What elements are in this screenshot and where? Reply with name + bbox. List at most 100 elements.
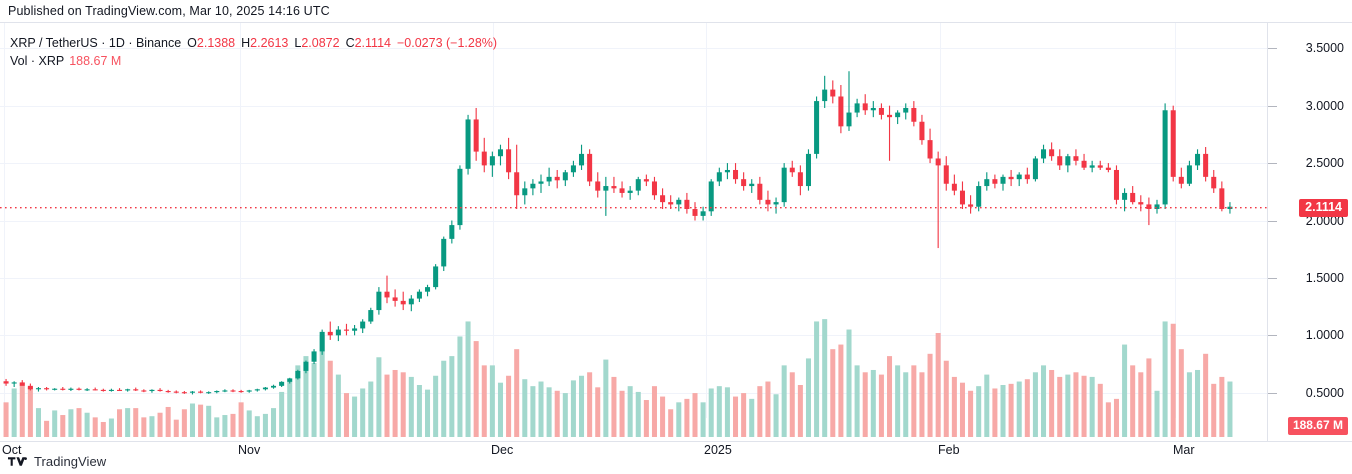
candle-body — [660, 195, 666, 203]
volume-bar — [1000, 385, 1006, 437]
price-tick-dash — [1268, 163, 1277, 165]
candle-body — [1065, 156, 1071, 166]
vertical-gridline — [1175, 23, 1176, 418]
candle-body — [287, 378, 293, 382]
candle-body — [984, 179, 990, 187]
candle-body — [968, 204, 974, 207]
volume-bar — [173, 419, 179, 437]
price-tick-label: 1.5000 — [1305, 270, 1344, 285]
candle-body — [1016, 174, 1022, 180]
volume-bar — [343, 393, 349, 437]
candle-body — [1146, 204, 1152, 210]
candle-body — [757, 183, 763, 200]
volume-bar — [11, 388, 17, 437]
volume-bar — [878, 374, 884, 437]
volume-bar — [1211, 383, 1217, 437]
candle-body — [943, 165, 949, 184]
candle-body — [611, 186, 617, 189]
volume-bar — [157, 412, 163, 437]
candle-body — [165, 391, 171, 393]
candle-body — [1057, 156, 1063, 166]
candle-body — [497, 149, 503, 157]
volume-bar — [959, 382, 965, 437]
volume-bar — [206, 405, 212, 437]
candle-body — [1186, 165, 1192, 184]
price-tick-label: 0.5000 — [1305, 385, 1344, 400]
candle-body — [1081, 160, 1087, 168]
volume-bar — [546, 387, 552, 437]
volume-bar — [1097, 383, 1103, 437]
candle-body — [489, 156, 495, 166]
volume-bar — [651, 386, 657, 437]
price-tick-label: 3.0000 — [1305, 98, 1344, 113]
volume-bar — [846, 329, 852, 437]
price-tick-label: 2.0000 — [1305, 213, 1344, 228]
candle-body — [846, 112, 852, 127]
horizontal-gridline — [0, 48, 1267, 50]
volume-bar — [716, 386, 722, 437]
horizontal-gridline — [0, 277, 1267, 279]
volume-bar — [303, 356, 309, 437]
volume-bar — [392, 369, 398, 437]
candle-body — [392, 297, 398, 301]
candle-body — [416, 291, 422, 299]
price-scale[interactable]: 3.5000 3.0000 2.5000 2.0000 1.5000 1.0000 0.50… — [1268, 23, 1352, 441]
current-price-tag[interactable]: 2.1114 — [1299, 198, 1348, 217]
candle-body — [19, 382, 25, 386]
candle-body — [668, 202, 674, 205]
time-scale[interactable]: Oct Nov Dec 2025 Feb Mar — [0, 442, 1352, 464]
candle-body — [76, 388, 82, 390]
volume-bar — [1122, 344, 1128, 437]
chart-frame: XRP / TetherUS · 1D · Binance O2.1388 H2.2… — [0, 22, 1352, 442]
volume-bar — [1162, 321, 1168, 437]
volume-bar — [1186, 372, 1192, 437]
candle-body — [822, 89, 828, 102]
volume-bar — [271, 408, 277, 437]
volume-bar — [992, 388, 998, 437]
candle-body — [52, 388, 58, 390]
volume-bar — [68, 409, 74, 437]
candle-body — [125, 389, 131, 391]
candle-body — [92, 389, 98, 391]
volume-bar — [3, 402, 9, 437]
volume-bar — [352, 396, 358, 437]
volume-bar — [1049, 369, 1055, 437]
volume-bar — [441, 360, 447, 437]
chart-pane[interactable]: XRP / TetherUS · 1D · Binance O2.1388 H2.2… — [0, 23, 1268, 441]
volume-bar — [854, 365, 860, 437]
candle-body — [805, 153, 811, 187]
candle-body — [530, 183, 536, 189]
volume-bar — [60, 415, 66, 437]
volume-bar — [676, 402, 682, 437]
candle-body — [1089, 165, 1095, 168]
volume-bar — [1154, 390, 1160, 437]
volume-value-tag[interactable]: 188.67 M — [1287, 417, 1348, 435]
volume-bar — [230, 413, 236, 437]
volume-bar — [1105, 402, 1111, 437]
volume-bar — [619, 390, 625, 437]
candle-body — [935, 158, 941, 166]
volume-bar — [425, 389, 431, 437]
volume-bar — [335, 374, 341, 437]
candle-body — [100, 389, 106, 391]
vertical-gridline — [706, 23, 707, 418]
candle-body — [206, 392, 212, 394]
candle-body — [546, 176, 552, 182]
candle-body — [262, 387, 268, 390]
volume-bar — [35, 408, 41, 437]
volume-bar — [506, 375, 512, 437]
volume-bar — [895, 365, 901, 437]
volume-bar — [668, 409, 674, 437]
volume-bar — [141, 417, 147, 437]
candle-body — [173, 391, 179, 393]
volume-bar — [319, 335, 325, 437]
candle-body — [635, 179, 641, 191]
volume-bar — [368, 381, 374, 437]
volume-bar — [984, 374, 990, 437]
volume-bar — [789, 372, 795, 437]
candle-body — [425, 287, 431, 292]
volume-bar — [579, 375, 585, 437]
tradingview-brand-label: TradingView — [34, 453, 107, 469]
candle-body — [319, 331, 325, 352]
